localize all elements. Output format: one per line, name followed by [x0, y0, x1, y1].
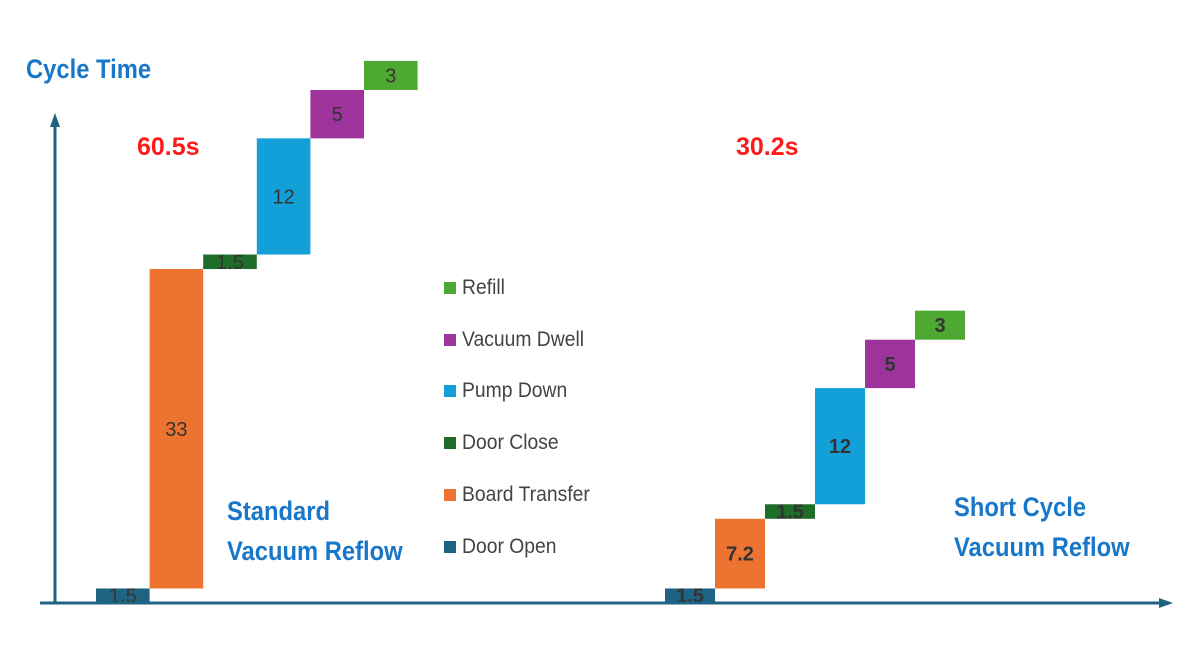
- legend-item-door-close: Door Close: [444, 417, 601, 469]
- data-label: 5: [332, 104, 343, 126]
- legend-swatch: [444, 281, 456, 294]
- legend-item-vacuum-dwell: Vacuum Dwell: [444, 314, 601, 366]
- data-label: 5: [884, 354, 895, 376]
- x-axis-arrow: [1159, 598, 1173, 608]
- legend-item-board-transfer: Board Transfer: [444, 469, 601, 521]
- bar-refill: [915, 310, 965, 340]
- legend-item-refill: Refill: [444, 262, 601, 314]
- legend-swatch: [444, 333, 456, 346]
- bar-door-close: [203, 254, 257, 270]
- data-label: 3: [934, 315, 945, 337]
- data-label: 3: [385, 65, 396, 87]
- y-axis-arrow: [50, 113, 60, 127]
- label-line: Short Cycle: [954, 492, 1087, 522]
- legend-swatch: [444, 385, 456, 398]
- label-line: Vacuum Reflow: [954, 532, 1130, 562]
- bar-door-close: [765, 504, 815, 519]
- legend: Refill Vacuum Dwell Pump Down Door Close…: [444, 262, 601, 573]
- bar-door-open: [96, 588, 150, 603]
- bar-board-transfer: [149, 269, 204, 589]
- bar-refill: [364, 60, 418, 90]
- data-label: 33: [165, 419, 187, 441]
- label-line: Vacuum Reflow: [227, 536, 403, 566]
- y-axis-title: Cycle Time: [26, 54, 152, 84]
- data-label: 1.5: [216, 252, 244, 274]
- total-short-cycle: 30.2s: [736, 133, 799, 161]
- bar-pump-down: [256, 138, 311, 255]
- data-label: 12: [829, 436, 851, 458]
- data-label: 1.5: [776, 502, 804, 524]
- bar-door-open: [665, 588, 715, 603]
- bar-vacuum-dwell: [865, 339, 915, 389]
- bar-board-transfer: [715, 518, 765, 589]
- data-label: 12: [272, 186, 294, 208]
- legend-swatch: [444, 437, 456, 450]
- bar-pump-down: [815, 388, 865, 505]
- legend-swatch: [444, 540, 456, 553]
- legend-swatch: [444, 489, 456, 502]
- label-line: Standard: [227, 496, 330, 526]
- chart-label-short-cycle: Short Cycle Vacuum Reflow: [954, 487, 1130, 567]
- bar-vacuum-dwell: [310, 89, 364, 139]
- data-label: 7.2: [726, 544, 754, 566]
- total-standard: 60.5s: [137, 133, 200, 161]
- chart-label-standard: Standard Vacuum Reflow: [227, 491, 403, 571]
- legend-item-door-open: Door Open: [444, 521, 601, 573]
- legend-item-pump-down: Pump Down: [444, 366, 601, 418]
